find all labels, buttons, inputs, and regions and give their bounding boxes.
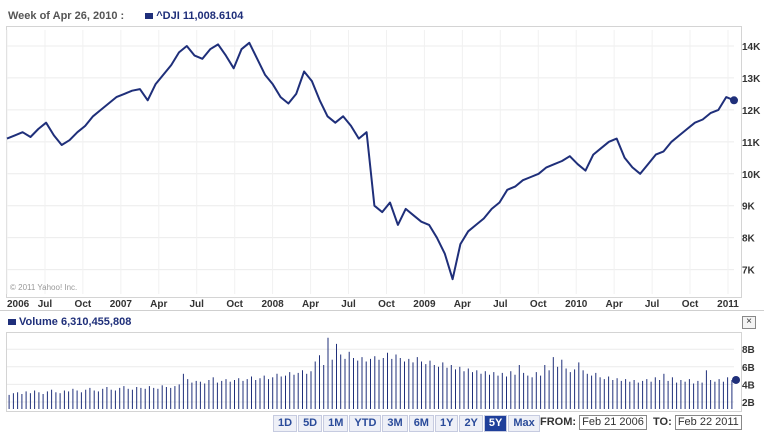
x-tick-label: Apr: [302, 299, 319, 310]
range-button-ytd[interactable]: YTD: [349, 415, 382, 432]
chart-header: Week of Apr 26, 2010 : ^DJI 11,008.6104: [8, 10, 243, 22]
price-y-tick: 7K: [742, 266, 756, 277]
range-button-5y[interactable]: 5Y: [483, 415, 508, 432]
x-tick-label: Oct: [75, 299, 92, 310]
x-tick-label: Apr: [454, 299, 471, 310]
volume-y-tick: 6B: [742, 363, 755, 374]
date-range: FROM: Feb 21 2006 TO: Feb 22 2011: [540, 415, 742, 430]
volume-chart-frame: [6, 332, 742, 412]
x-tick-label: Oct: [378, 299, 395, 310]
volume-y-tick: 4B: [742, 380, 755, 391]
x-tick-label: 2011: [717, 299, 739, 310]
price-y-tick: 9K: [742, 202, 756, 213]
x-tick-label: Apr: [150, 299, 167, 310]
price-end-marker: [730, 96, 738, 105]
x-tick-label: 2010: [565, 299, 588, 310]
volume-y-tick: 2B: [742, 398, 755, 409]
from-date-input[interactable]: Feb 21 2006: [579, 415, 647, 430]
x-tick-label: 2008: [262, 299, 285, 310]
volume-bars: [8, 337, 740, 409]
price-y-tick: 14K: [742, 42, 761, 53]
symbol-value: 11,008.6104: [182, 10, 244, 22]
volume-label: Volume: [19, 316, 58, 328]
price-y-tick: 8K: [742, 234, 756, 245]
x-tick-label: 2007: [110, 299, 133, 310]
x-tick-label: Oct: [226, 299, 243, 310]
x-tick-label: Apr: [606, 299, 623, 310]
symbol-label: ^DJI: [156, 10, 180, 22]
price-line: [6, 41, 735, 281]
x-tick-label: 2006: [7, 299, 30, 310]
x-tick-label: Jul: [190, 299, 205, 310]
volume-y-tick: 8B: [742, 345, 755, 356]
x-tick-label: Jul: [341, 299, 356, 310]
volume-header: Volume 6,310,455,808: [8, 316, 131, 328]
x-tick-label: 2009: [413, 299, 436, 310]
range-button-1m[interactable]: 1M: [323, 415, 349, 432]
x-tick-label: Oct: [530, 299, 547, 310]
volume-value: 6,310,455,808: [60, 316, 132, 328]
range-button-2y[interactable]: 2Y: [459, 415, 483, 432]
price-y-tick: 11K: [742, 138, 761, 149]
volume-end-marker: [732, 375, 740, 384]
to-date-input[interactable]: Feb 22 2011: [674, 415, 742, 430]
volume-swatch: [8, 319, 16, 326]
from-label: FROM:: [540, 416, 577, 428]
price-y-tick: 10K: [742, 170, 761, 181]
copyright-text: © 2011 Yahoo! Inc.: [10, 283, 77, 292]
series-swatch: [145, 13, 154, 20]
x-tick-label: Jul: [645, 299, 660, 310]
volume-y-labels: 2B 4B 6B 8B: [742, 345, 755, 409]
close-volume-button[interactable]: ×: [742, 316, 756, 329]
range-button-max[interactable]: Max: [508, 415, 540, 432]
range-button-1y[interactable]: 1Y: [434, 415, 459, 432]
range-button-1d[interactable]: 1D: [273, 415, 298, 432]
x-tick-label: Oct: [682, 299, 699, 310]
price-y-tick: 13K: [742, 74, 761, 85]
range-button-5d[interactable]: 5D: [298, 415, 323, 432]
range-button-3m[interactable]: 3M: [382, 415, 408, 432]
range-button-6m[interactable]: 6M: [408, 415, 434, 432]
x-tick-label: Jul: [38, 299, 53, 310]
divider: [0, 310, 764, 311]
price-y-tick: 12K: [742, 106, 761, 117]
x-tick-label: Jul: [493, 299, 508, 310]
x-axis-labels: 2006 Jul Oct 2007 Apr Jul Oct 2008 Apr Jul Oct 2009…: [7, 299, 739, 310]
week-label: Week of Apr 26, 2010 :: [8, 10, 125, 22]
range-selector: 1D 5D 1M YTD 3M 6M 1Y 2Y 5Y Max: [273, 415, 541, 432]
to-label: TO:: [653, 416, 672, 428]
price-y-labels: 7K 8K 9K 10K 11K 12K 13K 14K: [742, 42, 761, 277]
